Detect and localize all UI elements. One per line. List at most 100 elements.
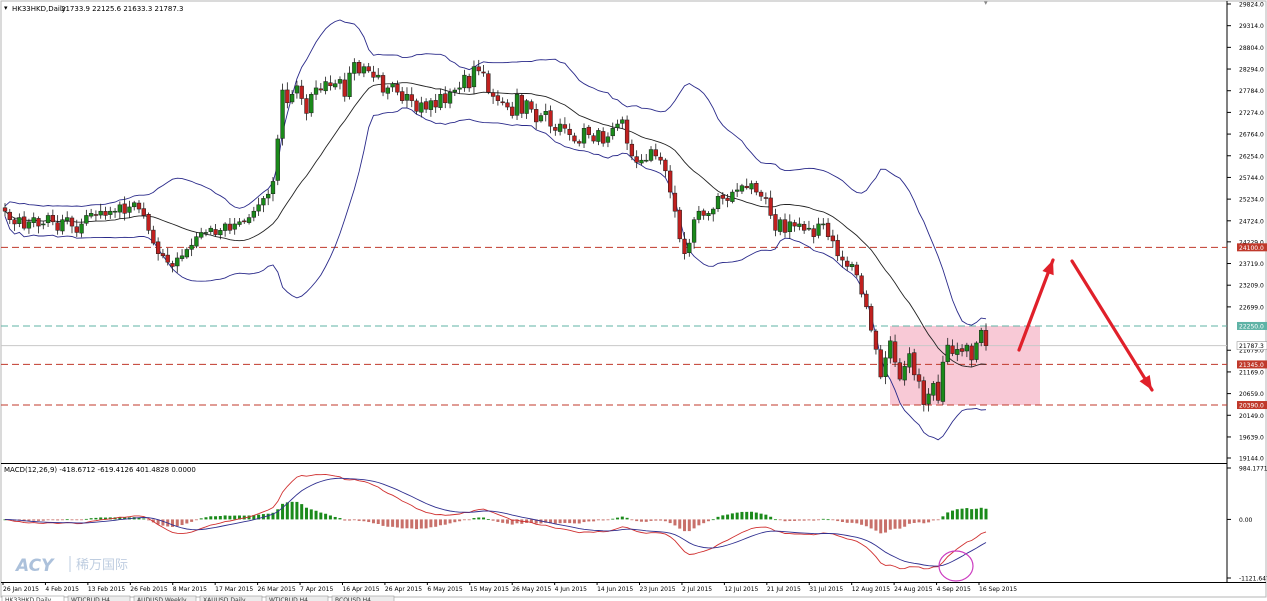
- price-candle[interactable]: [668, 165, 673, 199]
- price-candle[interactable]: [859, 273, 864, 298]
- price-candle[interactable]: [787, 214, 792, 239]
- price-candle[interactable]: [194, 232, 199, 249]
- price-candle[interactable]: [160, 248, 166, 259]
- price-candle[interactable]: [108, 206, 113, 219]
- price-candle[interactable]: [356, 60, 362, 76]
- price-candle[interactable]: [414, 98, 419, 115]
- price-candle[interactable]: [251, 206, 256, 222]
- price-candle[interactable]: [806, 220, 812, 231]
- price-candle[interactable]: [715, 193, 721, 212]
- price-candle[interactable]: [50, 209, 56, 226]
- price-candle[interactable]: [639, 154, 644, 166]
- price-candle[interactable]: [428, 98, 434, 117]
- price-candle[interactable]: [514, 88, 520, 120]
- price-candle[interactable]: [65, 211, 70, 225]
- price-candle[interactable]: [519, 93, 524, 119]
- price-candle[interactable]: [361, 63, 367, 78]
- price-candle[interactable]: [543, 103, 548, 122]
- price-candle[interactable]: [931, 381, 936, 401]
- price-candle[interactable]: [725, 194, 730, 208]
- price-candle[interactable]: [419, 96, 424, 118]
- price-candle[interactable]: [739, 183, 745, 194]
- price-candle[interactable]: [69, 215, 75, 234]
- price-candle[interactable]: [644, 153, 649, 163]
- price-candle[interactable]: [423, 98, 429, 113]
- price-candle[interactable]: [945, 337, 950, 364]
- chart-tab-label[interactable]: AUDUSD,Weekly: [137, 597, 187, 601]
- price-candle[interactable]: [691, 216, 697, 249]
- price-candle[interactable]: [840, 250, 845, 268]
- price-candle[interactable]: [557, 118, 563, 136]
- price-candle[interactable]: [246, 214, 252, 225]
- price-candle[interactable]: [79, 218, 84, 238]
- price-candle[interactable]: [304, 94, 309, 121]
- price-candle[interactable]: [323, 76, 328, 95]
- price-candle[interactable]: [342, 72, 347, 102]
- price-candle[interactable]: [687, 238, 692, 257]
- price-candle[interactable]: [84, 209, 89, 226]
- price-candle[interactable]: [36, 216, 41, 234]
- price-candle[interactable]: [763, 192, 769, 205]
- price-candle[interactable]: [773, 208, 778, 237]
- price-candle[interactable]: [280, 83, 285, 146]
- price-candle[interactable]: [404, 87, 410, 108]
- price-candle[interactable]: [270, 177, 276, 202]
- price-candle[interactable]: [534, 103, 539, 130]
- price-candle[interactable]: [979, 327, 984, 347]
- price-candle[interactable]: [232, 217, 237, 235]
- chart-tab-label[interactable]: WTICRUD,H4: [71, 597, 110, 601]
- price-candle[interactable]: [735, 183, 740, 198]
- price-candle[interactable]: [486, 70, 491, 95]
- price-candle[interactable]: [189, 238, 194, 257]
- chart-tab[interactable]: XAUUSD,Daily: [199, 595, 263, 601]
- price-candle[interactable]: [648, 146, 654, 163]
- price-candle[interactable]: [921, 376, 926, 412]
- price-candle[interactable]: [390, 81, 395, 92]
- price-candle[interactable]: [490, 88, 496, 104]
- price-candle[interactable]: [663, 158, 668, 178]
- price-candle[interactable]: [462, 69, 467, 92]
- price-candle[interactable]: [21, 211, 27, 231]
- price-candle[interactable]: [682, 232, 687, 260]
- price-candle[interactable]: [816, 217, 821, 239]
- price-candle[interactable]: [495, 90, 501, 106]
- price-candle[interactable]: [155, 237, 161, 261]
- price-candle[interactable]: [581, 123, 587, 149]
- price-candle[interactable]: [122, 196, 127, 221]
- price-candle[interactable]: [529, 99, 534, 113]
- price-candle[interactable]: [912, 348, 917, 381]
- price-candle[interactable]: [41, 221, 46, 230]
- price-candle[interactable]: [471, 60, 477, 95]
- price-candle[interactable]: [184, 247, 189, 259]
- price-candle[interactable]: [203, 229, 209, 237]
- price-candle[interactable]: [93, 210, 99, 222]
- price-candle[interactable]: [615, 119, 620, 131]
- price-candle[interactable]: [55, 215, 60, 235]
- price-candle[interactable]: [141, 202, 146, 219]
- price-candle[interactable]: [629, 139, 635, 161]
- price-candle[interactable]: [677, 207, 682, 243]
- price-candle[interactable]: [395, 80, 400, 96]
- price-candle[interactable]: [562, 117, 568, 134]
- price-candle[interactable]: [864, 290, 869, 310]
- chart-tab-background[interactable]: [133, 595, 197, 601]
- chart-tab-label[interactable]: HK33HKD,Daily: [5, 597, 52, 601]
- price-candle[interactable]: [199, 227, 204, 240]
- price-candle[interactable]: [309, 92, 314, 117]
- price-candle[interactable]: [620, 116, 625, 129]
- price-candle[interactable]: [313, 80, 319, 100]
- price-candle[interactable]: [696, 205, 702, 224]
- price-candle[interactable]: [854, 261, 859, 278]
- price-candle[interactable]: [897, 358, 903, 382]
- price-candle[interactable]: [878, 345, 883, 380]
- price-candle[interactable]: [605, 132, 611, 148]
- price-candle[interactable]: [333, 79, 338, 90]
- chart-tab[interactable]: AUDUSD,Weekly: [133, 595, 197, 601]
- price-candle[interactable]: [261, 196, 266, 213]
- collapse-arrow-icon[interactable]: ▾: [4, 4, 8, 12]
- price-candle[interactable]: [974, 341, 979, 363]
- price-candle[interactable]: [400, 86, 405, 104]
- price-candle[interactable]: [366, 62, 371, 73]
- price-candle[interactable]: [596, 128, 601, 146]
- price-candle[interactable]: [170, 260, 175, 273]
